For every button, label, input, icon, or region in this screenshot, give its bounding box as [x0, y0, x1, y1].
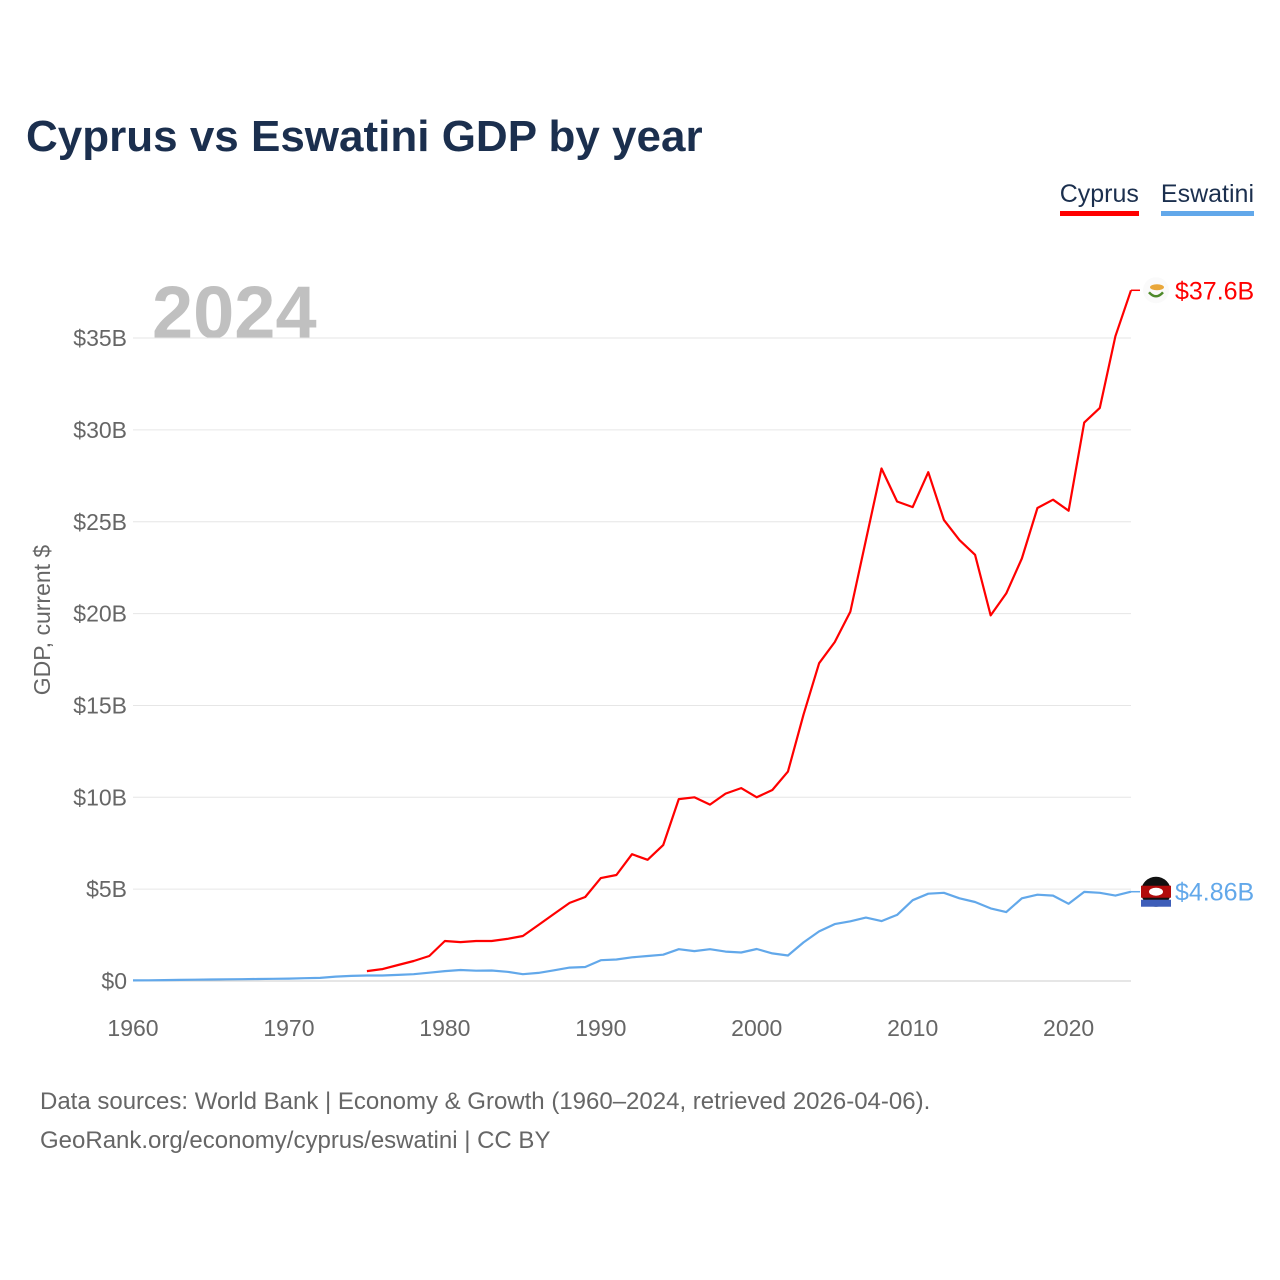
flag-stripe [1141, 899, 1171, 907]
y-axis-label: GDP, current $ [29, 545, 55, 696]
y-tick-label: $0 [101, 968, 127, 994]
chart-title: Cyprus vs Eswatini GDP by year [26, 112, 703, 161]
year-label: 2024 [152, 271, 317, 354]
footer: Data sources: World Bank | Economy & Gro… [40, 1082, 930, 1160]
y-tick-label: $10B [73, 784, 127, 810]
y-tick-label: $30B [73, 417, 127, 443]
legend-cyprus[interactable]: Cyprus [1059, 180, 1139, 216]
cyprus-map-icon [1150, 284, 1164, 291]
x-tick-label: 1960 [107, 1015, 158, 1041]
shield-icon [1149, 887, 1163, 896]
legend: Cyprus Eswatini [1059, 180, 1254, 216]
cyprus-flag-icon [1143, 277, 1169, 304]
x-tick-label: 2020 [1043, 1015, 1094, 1041]
x-tick-label: 1970 [263, 1015, 314, 1041]
series-line-cyprus [366, 289, 1133, 973]
series-line-eswatini [132, 890, 1132, 982]
olive-branch-icon [1148, 291, 1164, 298]
y-tick-label: $20B [73, 601, 127, 627]
y-tick-label: $35B [73, 325, 127, 351]
y-tick-label: $25B [73, 509, 127, 535]
end-value-label-eswatini: $4.86B [1175, 879, 1254, 907]
end-value-label-cyprus: $37.6B [1175, 277, 1254, 305]
y-tick-label: $15B [73, 692, 127, 718]
x-tick-label: 1980 [419, 1015, 470, 1041]
footer-sources: Data sources: World Bank | Economy & Gro… [40, 1088, 931, 1115]
legend-eswatini[interactable]: Eswatini [1160, 180, 1254, 216]
footer-link[interactable]: GeoRank.org/economy/cyprus/eswatini | CC… [40, 1127, 551, 1154]
x-tick-label: 2010 [887, 1015, 938, 1041]
x-tick-label: 1990 [575, 1015, 626, 1041]
x-tick-label: 2000 [731, 1015, 782, 1041]
y-tick-label: $5B [86, 876, 127, 902]
